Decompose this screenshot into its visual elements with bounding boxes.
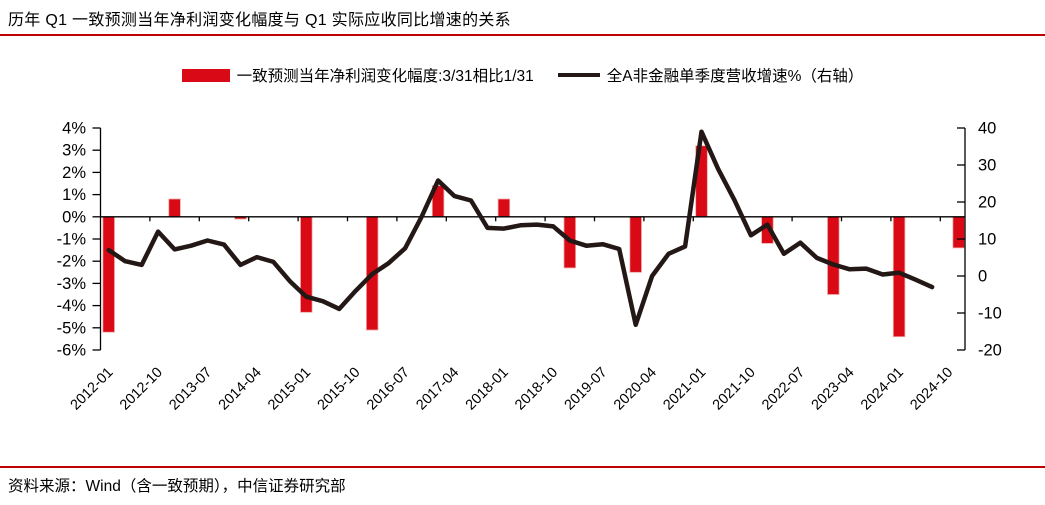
x-axis-label: 2014-04 — [216, 365, 265, 414]
legend-item-bar-series: 一致预测当年净利润变化幅度:3/31相比1/31 — [181, 64, 534, 86]
left-axis-tick-label: 1% — [62, 186, 86, 204]
bar-2012-01 — [102, 216, 115, 333]
bar-2023-01 — [827, 216, 840, 295]
x-axis-label: 2018-10 — [512, 365, 561, 414]
x-axis-label: 2021-01 — [660, 365, 709, 414]
left-axis-tick-label: -3% — [57, 275, 87, 293]
right-axis-tick-label: 0 — [978, 268, 987, 286]
x-axis-label: 2024-10 — [907, 365, 956, 414]
bar-2013-01 — [168, 198, 181, 218]
right-axis-tick-label: 10 — [978, 231, 996, 249]
bar-2020-01 — [629, 216, 642, 273]
x-axis-label: 2015-10 — [315, 365, 364, 414]
right-axis-tick-label: -20 — [978, 342, 1002, 360]
x-axis-label: 2024-01 — [858, 365, 907, 414]
left-axis-tick-label: 3% — [62, 142, 86, 160]
left-axis-tick-label: -5% — [57, 319, 87, 337]
chart-title: 历年 Q1 一致预测当年净利润变化幅度与 Q1 实际应收同比增速的关系 — [8, 12, 511, 29]
right-axis-tick-label: 30 — [978, 157, 996, 175]
left-axis-tick-label: -2% — [57, 253, 87, 271]
bar-series-swatch-icon — [181, 68, 230, 82]
x-axis-label: 2023-04 — [809, 365, 858, 414]
x-axis-label: 2021-10 — [710, 365, 759, 414]
left-axis-tick-label: 2% — [62, 164, 86, 182]
x-axis-label: 2018-01 — [463, 365, 512, 414]
legend-label: 一致预测当年净利润变化幅度:3/31相比1/31 — [236, 68, 534, 85]
x-axis-label: 2012-10 — [117, 365, 166, 414]
left-axis-tick-label: -6% — [57, 342, 87, 360]
source-note: 资料来源：Wind（含一致预期），中信证券研究部 — [8, 478, 346, 495]
bar-2018-01 — [497, 198, 511, 218]
left-axis-tick-label: 0% — [62, 208, 86, 226]
left-axis-tick-label: -1% — [57, 231, 87, 249]
bar-2025-01 — [952, 216, 965, 249]
x-axis-label: 2016-07 — [364, 365, 413, 414]
x-axis-label: 2022-07 — [759, 365, 808, 414]
left-axis-tick-label: -4% — [57, 297, 87, 315]
right-axis-tick-label: -10 — [978, 305, 1002, 323]
x-axis-label: 2020-04 — [611, 365, 660, 414]
left-axis-tick-label: 4% — [62, 120, 86, 138]
x-axis-label: 2019-07 — [562, 365, 611, 414]
revenue-growth-line — [106, 129, 935, 328]
source-divider — [0, 466, 1045, 468]
legend-item-line-series: 全A非金融单季度营收增速%（右轴） — [557, 64, 864, 86]
x-axis-label: 2017-04 — [413, 365, 462, 414]
line-series-swatch-icon — [557, 72, 600, 78]
title-underline — [0, 34, 1045, 36]
right-axis-tick-label: 20 — [978, 194, 996, 212]
x-axis-label: 2015-01 — [265, 365, 314, 414]
legend: 一致预测当年净利润变化幅度:3/31相比1/31 全A非金融单季度营收增速%（右… — [0, 64, 1045, 86]
x-axis-label: 2013-07 — [166, 365, 215, 414]
legend-label: 全A非金融单季度营收增速%（右轴） — [606, 68, 864, 85]
right-axis-tick-label: 40 — [978, 120, 996, 138]
x-axis-label: 2012-01 — [68, 365, 117, 414]
